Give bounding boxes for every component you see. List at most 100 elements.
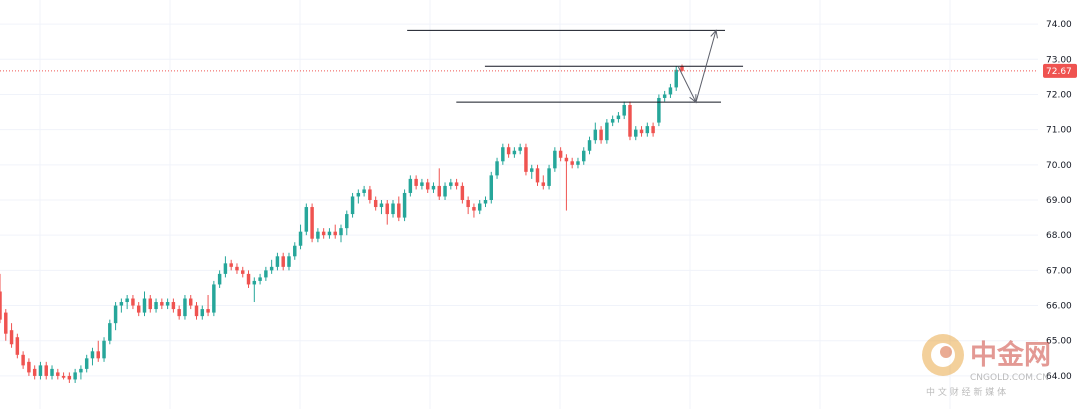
candle-body — [113, 305, 118, 324]
candle-body — [246, 273, 251, 285]
candle-body — [235, 266, 239, 271]
candle-body — [79, 368, 83, 373]
candle-body — [200, 309, 205, 317]
y-tick-label: 65.00 — [1046, 337, 1072, 347]
candle-body — [177, 309, 181, 317]
candle-body — [425, 182, 430, 190]
candle-body — [610, 119, 615, 123]
candle-body — [108, 323, 112, 341]
candle-body — [275, 256, 280, 267]
candle-body — [67, 375, 72, 380]
candle-body — [431, 185, 436, 190]
candle-body — [102, 340, 106, 359]
candle-body — [639, 129, 644, 134]
candle-body — [570, 161, 574, 165]
candle-body — [27, 361, 31, 373]
candle-body — [662, 94, 667, 98]
candle-body — [582, 150, 586, 162]
watermark-brand: 中金网 — [970, 339, 1051, 371]
candle-body — [622, 105, 626, 116]
watermark-tagline: 中 文 财 经 新 媒 体 — [926, 386, 1006, 398]
candle-body — [154, 302, 158, 310]
candle-body — [148, 298, 153, 310]
candle-body — [391, 203, 395, 215]
candle-body — [252, 280, 257, 285]
watermark-logo-core — [940, 346, 952, 358]
candle-body — [217, 273, 222, 285]
candle-body — [0, 291, 2, 320]
arrow-head — [710, 29, 718, 39]
y-tick-label: 68.00 — [1046, 231, 1072, 241]
candle-body — [558, 150, 563, 158]
y-tick-label: 64.00 — [1046, 372, 1072, 382]
candle-body — [194, 305, 199, 317]
candle-body — [553, 150, 557, 169]
candles — [0, 64, 1038, 383]
candle-body — [645, 126, 650, 134]
candle-body — [587, 140, 592, 151]
candle-body — [136, 305, 141, 313]
candle-body — [287, 256, 291, 267]
candle-body — [373, 200, 378, 208]
candle-body — [414, 178, 418, 186]
candle-body — [21, 354, 25, 366]
candle-body — [460, 185, 465, 200]
candle-body — [634, 129, 638, 137]
candle-body — [535, 168, 540, 183]
candle-body — [356, 192, 361, 197]
arrow-head — [689, 94, 697, 104]
candle-body — [44, 365, 48, 376]
candle-body — [269, 266, 274, 271]
candle-body — [541, 182, 546, 186]
candle-body — [483, 200, 488, 204]
candle-body — [333, 231, 337, 236]
candle-body — [73, 372, 77, 380]
candle-body — [576, 161, 580, 165]
candle-body — [264, 270, 268, 278]
candle-body — [593, 129, 598, 141]
candle-body — [32, 368, 37, 376]
candle-body — [96, 351, 100, 359]
price-axis[interactable]: 74.00 73.00 72.00 71.00 70.00 69.00 68.00 67.00… — [1043, 20, 1077, 382]
candle-body — [495, 161, 499, 176]
last-price-tag — [1043, 63, 1077, 78]
candle-body — [443, 185, 447, 197]
candle-body — [616, 115, 621, 120]
y-tick-label: 72.00 — [1046, 90, 1072, 100]
candle-body — [160, 302, 164, 306]
candle-body — [512, 150, 517, 155]
candle-body — [56, 372, 60, 376]
y-tick-label: 74.00 — [1046, 20, 1072, 30]
candle-body — [304, 207, 309, 232]
candle-body — [327, 231, 332, 236]
candle-body — [84, 358, 89, 369]
candle-body — [402, 192, 407, 218]
candle-body — [229, 263, 233, 267]
candle-body — [90, 351, 95, 359]
candle-body — [674, 69, 678, 88]
candle-body — [547, 168, 551, 186]
candle-body — [628, 105, 632, 137]
candle-body — [668, 87, 673, 95]
candle-body — [310, 207, 314, 239]
candle-body — [385, 203, 389, 215]
candle-body — [298, 231, 303, 246]
candle-body — [188, 298, 193, 306]
grid — [0, 0, 1038, 409]
candle-body — [397, 203, 401, 218]
candle-body — [125, 298, 129, 303]
projection-arrow — [678, 29, 718, 104]
candle-body — [651, 126, 655, 134]
candle-body — [680, 66, 684, 71]
candle-body — [477, 203, 482, 211]
candle-body — [472, 207, 476, 211]
candle-body — [657, 97, 661, 123]
candle-body — [345, 214, 349, 229]
last-price-label: 72.67 — [1046, 67, 1072, 77]
y-tick-label: 69.00 — [1046, 196, 1072, 206]
candle-body — [212, 284, 216, 313]
candle-body — [293, 245, 297, 257]
candle-body — [599, 129, 603, 141]
candle-body — [316, 231, 320, 239]
